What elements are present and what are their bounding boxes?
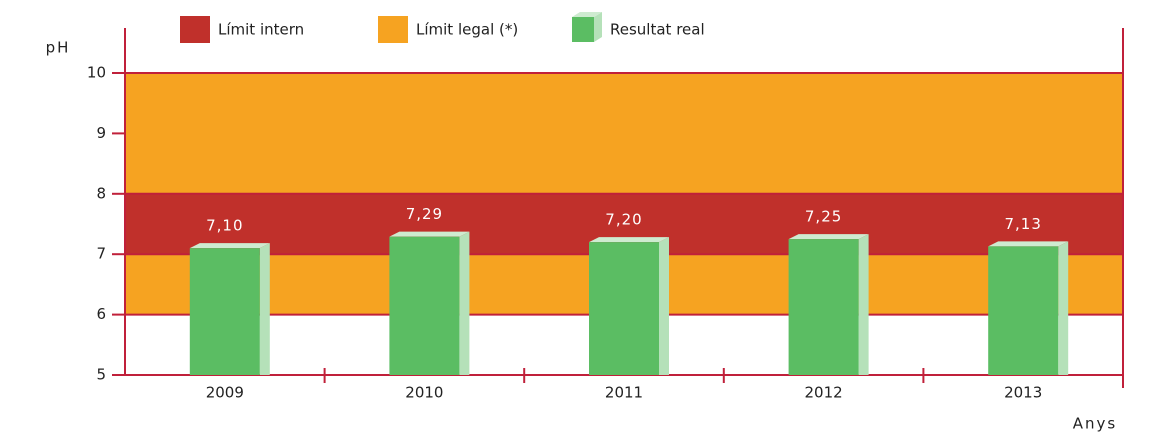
- bar-top: [589, 237, 669, 243]
- x-axis-label: Anys: [1073, 415, 1117, 433]
- bar-side: [1058, 241, 1069, 375]
- x-tick-label: 2013: [1004, 384, 1042, 402]
- bar: [589, 242, 659, 375]
- x-tick-label: 2009: [206, 384, 244, 402]
- x-tick-label: 2011: [605, 384, 643, 402]
- bar-side: [259, 243, 270, 375]
- y-tick-label: 9: [96, 124, 106, 142]
- y-tick-label: 5: [96, 366, 106, 384]
- bar-side: [459, 231, 470, 375]
- bar-top: [988, 241, 1069, 247]
- bar: [389, 236, 460, 375]
- x-tick-label: 2010: [405, 384, 443, 402]
- value-label: 7,10: [206, 217, 243, 235]
- value-label: 7,25: [805, 208, 842, 226]
- legend-label: Límit intern: [218, 21, 304, 39]
- value-label: 7,13: [1004, 215, 1041, 233]
- bar: [988, 246, 1059, 375]
- y-tick-label: 7: [96, 245, 106, 263]
- y-axis-label: pH: [46, 39, 71, 57]
- bar-top: [389, 231, 470, 237]
- legend-swatch-top: [572, 12, 602, 17]
- bar-top: [189, 243, 270, 249]
- bar: [788, 239, 859, 375]
- legend-label: Resultat real: [610, 21, 705, 39]
- legend-swatch-side: [594, 12, 602, 42]
- bar-top: [788, 234, 869, 240]
- bar-side: [858, 234, 869, 375]
- x-tick-label: 2012: [805, 384, 843, 402]
- legend-swatch: [378, 16, 408, 43]
- y-tick-label: 8: [96, 184, 106, 202]
- bar: [189, 248, 260, 375]
- bar-side: [659, 237, 669, 375]
- legend-label: Límit legal (*): [416, 21, 518, 39]
- legend-swatch: [180, 16, 210, 43]
- value-label: 7,29: [406, 205, 443, 223]
- y-tick-label: 6: [96, 305, 106, 323]
- legend-swatch: [572, 17, 594, 42]
- value-label: 7,20: [605, 211, 642, 229]
- y-tick-label: 10: [87, 64, 106, 82]
